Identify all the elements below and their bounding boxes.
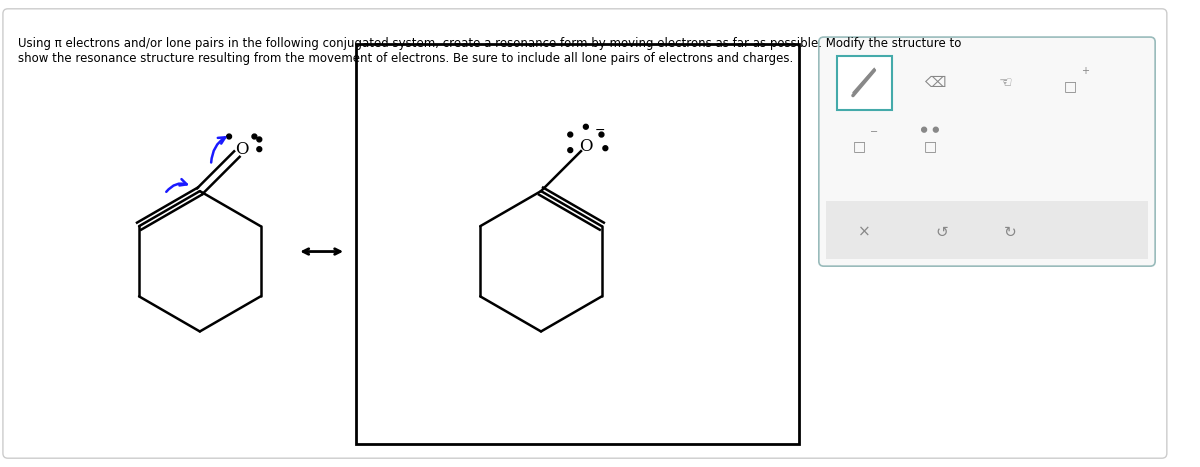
FancyBboxPatch shape: [356, 44, 799, 444]
Text: □: □: [1063, 79, 1076, 93]
Circle shape: [934, 127, 938, 132]
Circle shape: [583, 124, 588, 129]
Circle shape: [227, 134, 232, 139]
Circle shape: [602, 146, 607, 151]
Circle shape: [252, 134, 257, 139]
Circle shape: [599, 132, 604, 137]
Text: O: O: [235, 141, 248, 158]
Text: −: −: [594, 124, 605, 137]
Circle shape: [257, 147, 262, 152]
FancyArrowPatch shape: [211, 137, 226, 163]
Circle shape: [257, 137, 262, 142]
Text: ↺: ↺: [935, 225, 948, 240]
FancyBboxPatch shape: [838, 56, 892, 110]
FancyBboxPatch shape: [818, 37, 1156, 266]
Text: □: □: [924, 139, 936, 153]
Text: ☜: ☜: [998, 75, 1012, 91]
Text: +: +: [1081, 66, 1088, 76]
Text: □: □: [853, 139, 866, 153]
FancyBboxPatch shape: [826, 201, 1148, 259]
Circle shape: [568, 148, 572, 153]
FancyBboxPatch shape: [2, 9, 1166, 458]
Circle shape: [922, 127, 926, 132]
Text: O: O: [580, 138, 593, 155]
FancyArrowPatch shape: [167, 179, 187, 192]
Text: ↻: ↻: [1003, 225, 1016, 240]
Text: −: −: [870, 127, 878, 137]
Text: ×: ×: [858, 225, 871, 240]
Text: ⌫: ⌫: [924, 75, 946, 91]
Circle shape: [568, 132, 572, 137]
Text: Using π electrons and/or lone pairs in the following conjugated system, create a: Using π electrons and/or lone pairs in t…: [18, 37, 961, 65]
